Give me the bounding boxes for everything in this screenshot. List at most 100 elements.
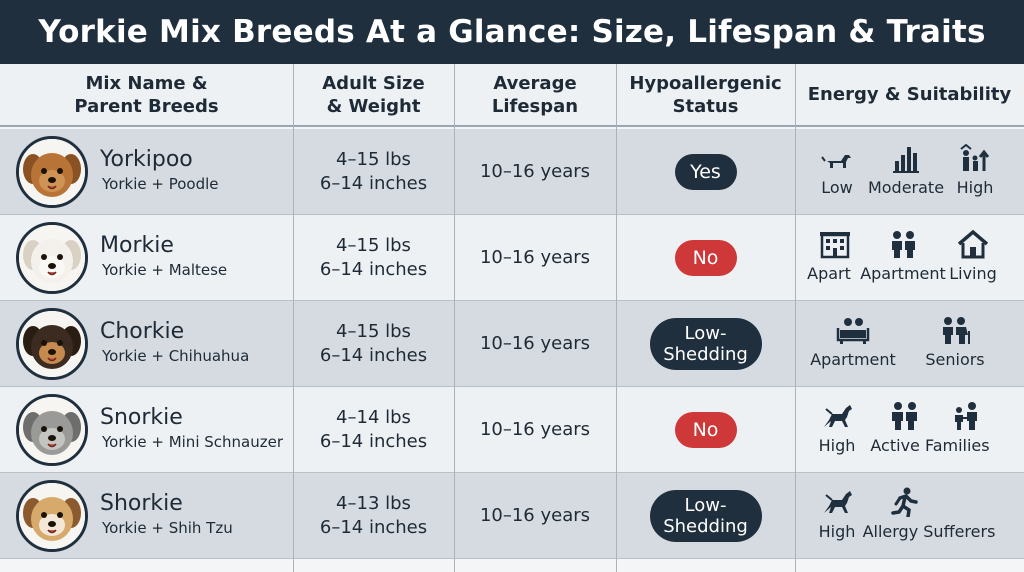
jumping-dog-icon: [824, 405, 852, 427]
header-lifespan: Average Lifespan: [491, 72, 579, 117]
status-badge: Low- Shedding: [649, 317, 762, 370]
page-title: Yorkie Mix Breeds At a Glance: Size, Lif…: [38, 14, 986, 50]
header-size: Adult Size & Weight: [322, 72, 425, 117]
status-badge: Yes: [674, 153, 737, 190]
lifespan: 10–16 years: [479, 419, 591, 440]
suitability-label: High: [956, 178, 994, 197]
status-badge: Low- Shedding: [649, 489, 762, 542]
suitability-label-wrap: Living: [949, 265, 997, 283]
suitability-label: Living: [949, 264, 997, 283]
bar-chart-icon: [893, 147, 919, 173]
weight: 4–15 lbs: [336, 148, 411, 170]
status-badge: No: [674, 239, 737, 276]
height: 6–14 inches: [319, 430, 428, 452]
height: 6–14 inches: [319, 172, 428, 194]
suitability-label-wrap: High: [957, 179, 994, 197]
table-row: Snorkie Yorkie + Mini Schnauzer 4–14 lbs 6–…: [0, 387, 1024, 473]
weight: 4–15 lbs: [336, 234, 411, 256]
suitability-item: [958, 143, 992, 173]
suitability-label: Seniors: [925, 350, 985, 369]
suitability-label: Active Families: [870, 436, 990, 455]
suitability-item: [836, 315, 870, 345]
adult-size: 4–14 lbs 6–14 inches: [293, 387, 454, 472]
hypoallergenic-status: Yes: [616, 129, 795, 214]
table-row: Chorkie Yorkie + Chihuahua 4–15 lbs 6–14 in…: [0, 301, 1024, 387]
title-bar: Yorkie Mix Breeds At a Glance: Size, Lif…: [0, 0, 1024, 64]
suitability-label: High: [818, 436, 856, 455]
suitability-label: Moderate: [867, 178, 945, 197]
weight: 4–14 lbs: [336, 406, 411, 428]
suitability-label: Allergy Sufferers: [862, 522, 996, 541]
height: 6–14 inches: [319, 516, 428, 538]
breed-name-block: Yorkipoo Yorkie + Poodle: [100, 147, 218, 194]
parent-breeds: Yorkie + Chihuahua: [102, 347, 250, 365]
suitability-label: Apart: [807, 264, 851, 283]
suitability-label: High: [818, 522, 856, 541]
running-person-icon: [891, 487, 918, 517]
suitability-label-wrap: Allergy Sufferers: [863, 523, 996, 541]
suitability-item: [888, 401, 922, 431]
small-dog-icon: [821, 155, 851, 168]
dog-avatar: [16, 136, 88, 208]
breed-table: Mix Name & Parent Breeds Adult Size & We…: [0, 64, 1024, 572]
dog-avatar: [16, 308, 88, 380]
suitability-item: [950, 401, 984, 431]
house-icon: [957, 229, 989, 259]
suitability-item: [888, 487, 922, 517]
suitability-label-wrap: High: [819, 523, 856, 541]
energy-suitability-icons: High Active Families: [795, 387, 1024, 473]
lifespan: 10–16 years: [479, 333, 591, 354]
dog-avatar: [16, 480, 88, 552]
suitability-item: [820, 487, 854, 517]
suitability-label-wrap: High: [819, 437, 856, 455]
column-divider: [795, 64, 796, 572]
breed-name-block: Snorkie Yorkie + Mini Schnauzer: [100, 405, 283, 452]
header-hypoallergenic: Hypoallergenic Status: [629, 72, 782, 117]
parent-breeds: Yorkie + Poodle: [102, 175, 219, 193]
dog-avatar: [16, 222, 88, 294]
breed-name-block: Shorkie Yorkie + Shih Tzu: [100, 491, 233, 538]
apartment-building-icon: [820, 232, 850, 259]
suitability-item: [820, 143, 854, 173]
table-row: Shorkie Yorkie + Shih Tzu 4–13 lbs 6–14 inc…: [0, 473, 1024, 559]
table-header: Mix Name & Parent Breeds Adult Size & We…: [0, 64, 1024, 127]
height: 6–14 inches: [319, 344, 428, 366]
suitability-label: Low: [821, 178, 853, 197]
suitability-label-wrap: Seniors: [925, 351, 984, 369]
table-row: Morkie Yorkie + Maltese 4–15 lbs 6–14 inche…: [0, 215, 1024, 301]
hypoallergenic-status: No: [616, 215, 795, 300]
suitability-label-wrap: Low: [821, 179, 853, 197]
mix-name: Snorkie: [100, 405, 183, 430]
adult-size: 4–13 lbs 6–14 inches: [293, 473, 454, 558]
dog-avatar: [16, 394, 88, 466]
adult-size: 4–15 lbs 6–14 inches: [293, 301, 454, 386]
active-family-icon: [892, 402, 917, 430]
lifespan: 10–16 years: [479, 161, 591, 182]
mix-name: Yorkipoo: [100, 147, 193, 172]
hypoallergenic-status: Low- Shedding: [616, 301, 795, 386]
height: 6–14 inches: [319, 258, 428, 280]
breed-name-block: Chorkie Yorkie + Chihuahua: [100, 319, 249, 366]
suitability-item: [818, 229, 852, 259]
weight: 4–13 lbs: [336, 492, 411, 514]
suitability-label: Apartment: [810, 350, 896, 369]
suitability-label: Apartment: [860, 264, 946, 283]
energy-suitability-icons: Apart Apartment Living: [795, 215, 1024, 301]
suitability-label-wrap: Active Families: [870, 437, 989, 455]
header-energy: Energy & Suitability: [807, 84, 1012, 105]
suitability-label-wrap: Apart: [807, 265, 851, 283]
lifespan: 10–16 years: [479, 247, 591, 268]
parent-breeds: Yorkie + Shih Tzu: [102, 519, 233, 537]
suitability-item: [938, 315, 972, 345]
status-badge: No: [674, 411, 737, 448]
column-divider: [293, 64, 294, 572]
hypoallergenic-status: No: [616, 387, 795, 472]
suitability-item: [956, 229, 990, 259]
column-divider: [454, 64, 455, 572]
suitability-item: [820, 401, 854, 431]
family-icon: [955, 402, 977, 430]
header-mix-name: Mix Name & Parent Breeds: [74, 72, 219, 117]
adult-size: 4–15 lbs 6–14 inches: [293, 129, 454, 214]
adult-size: 4–15 lbs 6–14 inches: [293, 215, 454, 300]
energy-suitability-icons: High Allergy Sufferers: [795, 473, 1024, 559]
